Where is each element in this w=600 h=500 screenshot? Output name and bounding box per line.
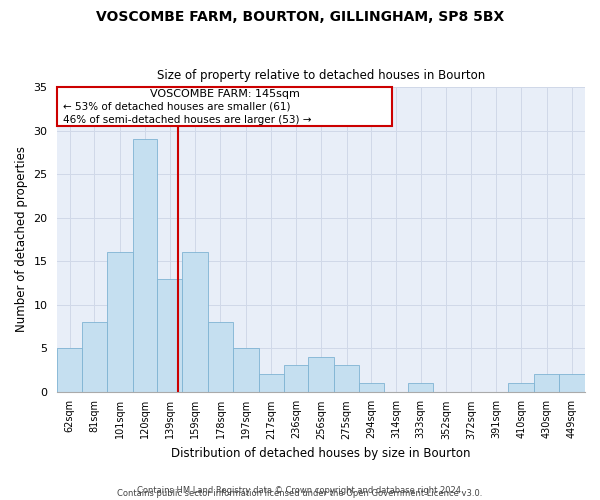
Text: VOSCOMBE FARM: 145sqm: VOSCOMBE FARM: 145sqm <box>150 89 299 99</box>
Bar <box>58 348 82 392</box>
Text: Contains HM Land Registry data © Crown copyright and database right 2024.: Contains HM Land Registry data © Crown c… <box>137 486 463 495</box>
X-axis label: Distribution of detached houses by size in Bourton: Distribution of detached houses by size … <box>172 447 471 460</box>
Bar <box>359 383 383 392</box>
Bar <box>107 252 133 392</box>
Bar <box>508 383 535 392</box>
Bar <box>133 140 157 392</box>
Text: ← 53% of detached houses are smaller (61): ← 53% of detached houses are smaller (61… <box>62 102 290 112</box>
Bar <box>334 366 359 392</box>
Bar <box>208 322 233 392</box>
Text: VOSCOMBE FARM, BOURTON, GILLINGHAM, SP8 5BX: VOSCOMBE FARM, BOURTON, GILLINGHAM, SP8 … <box>96 10 504 24</box>
Bar <box>308 357 334 392</box>
Bar <box>284 366 308 392</box>
Bar <box>259 374 284 392</box>
Bar <box>82 322 107 392</box>
Bar <box>559 374 585 392</box>
Text: 46% of semi-detached houses are larger (53) →: 46% of semi-detached houses are larger (… <box>62 114 311 124</box>
Text: Contains public sector information licensed under the Open Government Licence v3: Contains public sector information licen… <box>118 488 482 498</box>
Bar <box>157 278 182 392</box>
Bar <box>233 348 259 392</box>
Bar <box>535 374 559 392</box>
Bar <box>408 383 433 392</box>
Y-axis label: Number of detached properties: Number of detached properties <box>15 146 28 332</box>
Title: Size of property relative to detached houses in Bourton: Size of property relative to detached ho… <box>157 69 485 82</box>
Bar <box>182 252 208 392</box>
FancyBboxPatch shape <box>58 88 392 126</box>
